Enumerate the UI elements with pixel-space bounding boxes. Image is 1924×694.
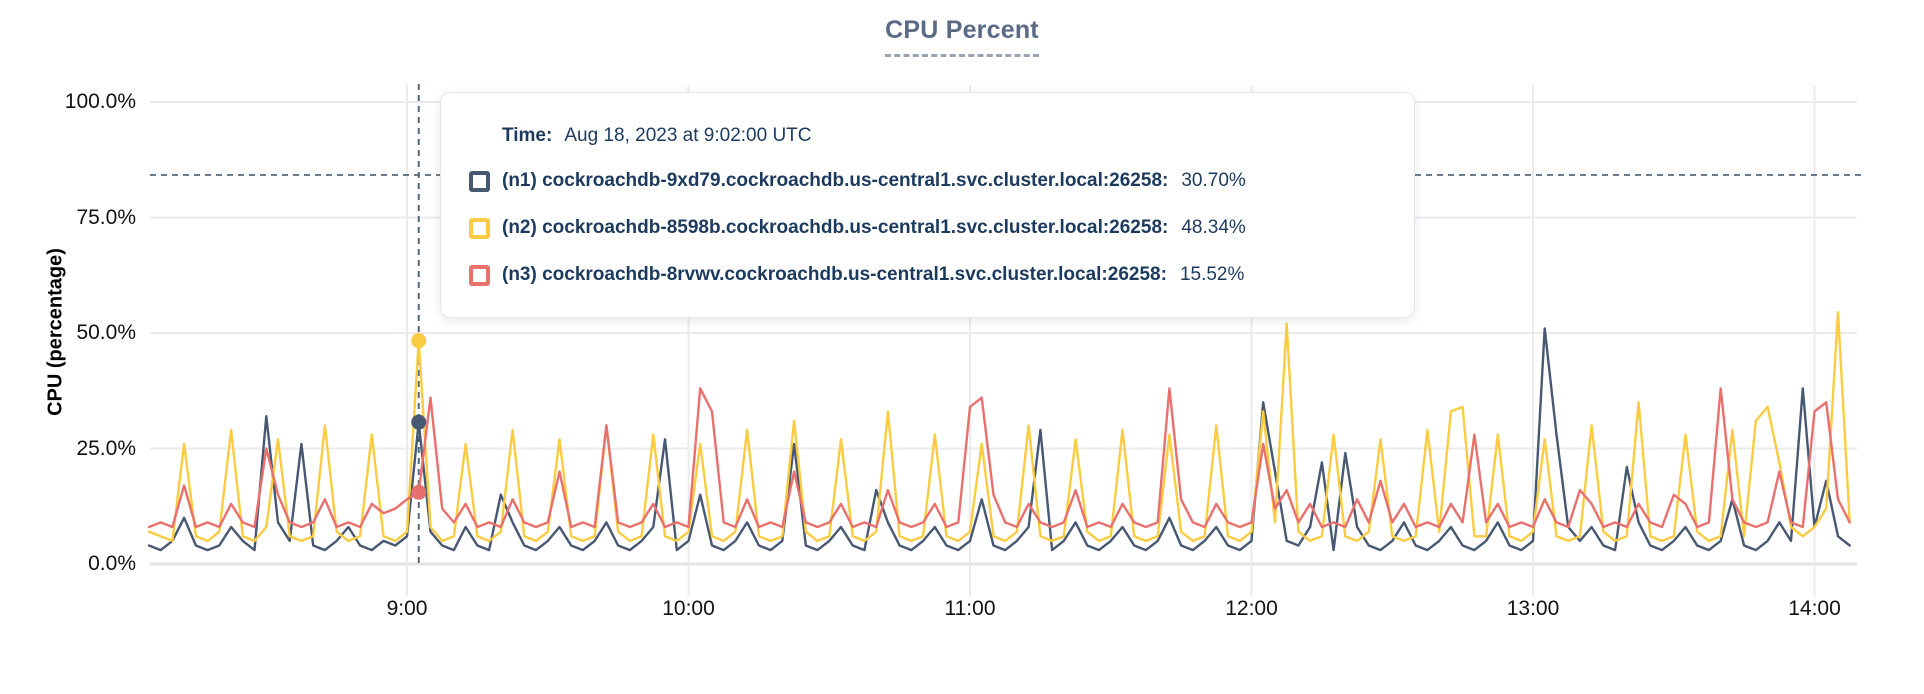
cursor-point-n2 (411, 333, 427, 349)
chart-tooltip: Time: Aug 18, 2023 at 9:02:00 UTC (n1) co… (440, 92, 1415, 318)
cursor-point-n1 (411, 414, 427, 430)
y-tick-label: 0.0% (88, 552, 136, 575)
tooltip-series-value: 30.70% (1181, 170, 1246, 191)
x-tick-label: 13:00 (1506, 597, 1560, 620)
series-line-n3 (147, 387, 1851, 529)
y-tick-label: 50.0% (76, 321, 136, 344)
series-swatch-n1-icon (469, 170, 490, 192)
series-swatch-n3-icon (469, 264, 490, 286)
tooltip-series-value: 48.34% (1181, 217, 1246, 238)
tooltip-series-label: (n3) cockroachdb-8rvwv.cockroachdb.us-ce… (502, 264, 1167, 285)
tooltip-series-label: (n1) cockroachdb-9xd79.cockroachdb.us-ce… (502, 170, 1169, 191)
tooltip-series-row: (n2) cockroachdb-8598b.cockroachdb.us-ce… (469, 215, 1394, 241)
x-tick-label: 11:00 (944, 597, 996, 620)
series-line-n2 (147, 311, 1851, 543)
tooltip-time-value: Aug 18, 2023 at 9:02:00 UTC (564, 125, 812, 146)
x-tick-label: 9:00 (386, 597, 428, 620)
chart-title: CPU Percent (885, 16, 1039, 57)
y-tick-label: 100.0% (64, 90, 136, 113)
y-tick-label: 75.0% (76, 205, 136, 229)
tooltip-series-row: (n3) cockroachdb-8rvwv.cockroachdb.us-ce… (469, 262, 1394, 288)
y-axis-title: CPU (percentage) (44, 248, 67, 416)
tooltip-series-value: 15.52% (1179, 264, 1245, 285)
cursor-point-n3 (411, 484, 427, 500)
tooltip-series-label: (n2) cockroachdb-8598b.cockroachdb.us-ce… (502, 217, 1169, 238)
series-line-n1 (147, 327, 1851, 552)
tooltip-time-label: Time: (502, 125, 553, 146)
series-swatch-n2-icon (469, 217, 490, 239)
chart-header: CPU Percent (0, 16, 1924, 57)
y-tick-label: 25.0% (76, 436, 136, 460)
tooltip-series-row: (n1) cockroachdb-9xd79.cockroachdb.us-ce… (469, 168, 1394, 194)
tooltip-time-row: Time: Aug 18, 2023 at 9:02:00 UTC (502, 123, 1394, 149)
x-tick-label: 14:00 (1788, 597, 1841, 620)
x-tick-label: 12:00 (1225, 597, 1278, 620)
x-tick-label: 10:00 (662, 597, 715, 620)
